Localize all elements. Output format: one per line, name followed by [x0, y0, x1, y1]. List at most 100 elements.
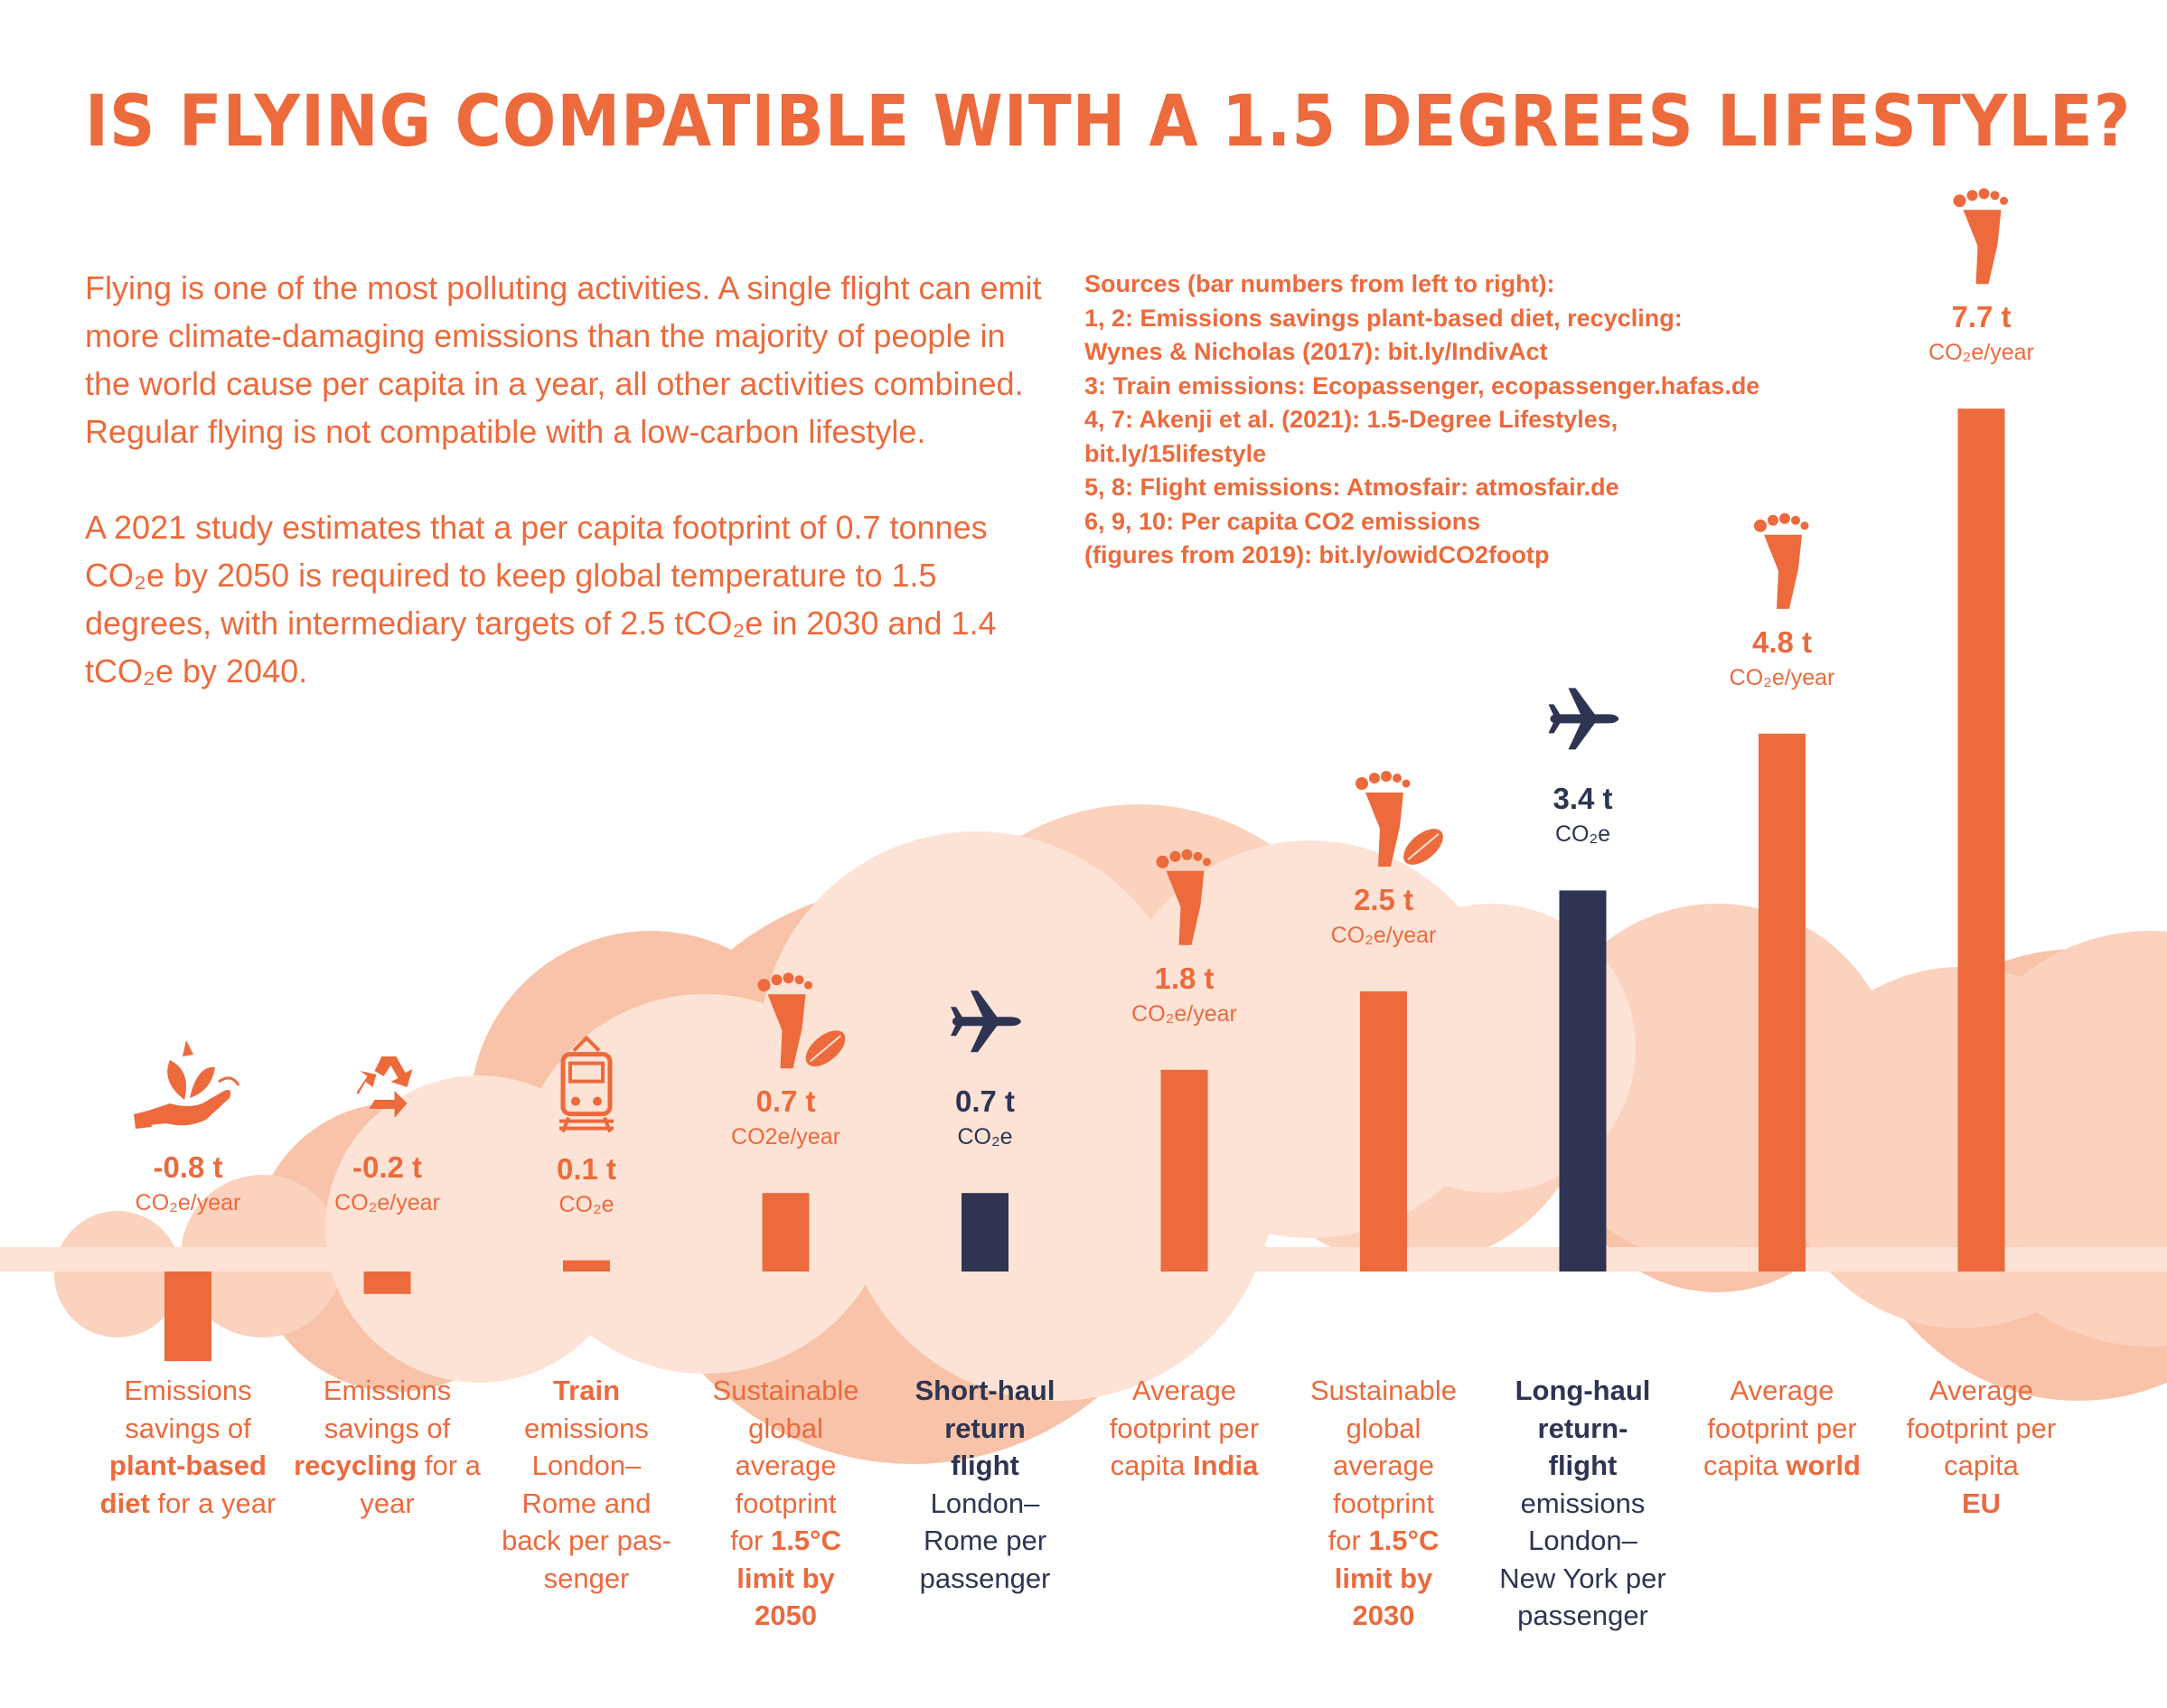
bar-9	[1759, 733, 1806, 1272]
category-label-segment: Emissions	[323, 1375, 452, 1406]
category-label-line: 2030	[1285, 1597, 1482, 1635]
bar-value-label: 3.4 t	[1553, 782, 1613, 816]
footprint-icon	[1754, 512, 1809, 609]
category-label-line: capita India	[1086, 1447, 1283, 1485]
intro-paragraph-1: Flying is one of the most polluting acti…	[85, 269, 1042, 450]
bar-value-label: 2.5 t	[1353, 883, 1414, 916]
category-label-segment: footprint per	[1707, 1412, 1857, 1444]
category-label: Long-haul return-flight emissions London– Ne…	[1485, 1372, 1682, 1635]
category-label-segment: Emissions	[124, 1375, 252, 1406]
category-label-line: Rome per	[886, 1522, 1084, 1560]
category-label-segment: footprint per	[1109, 1412, 1260, 1444]
category-label-segment: global	[1346, 1412, 1421, 1444]
bar-value-label: -0.8 t	[153, 1150, 223, 1184]
category-label-line: flight	[1485, 1447, 1682, 1485]
category-label: Average footprint per capita world	[1684, 1372, 1881, 1485]
category-label-segment: London–	[930, 1487, 1040, 1519]
category-label-line: footprint per	[1883, 1410, 2080, 1448]
bar-unit-label: CO₂e/year	[334, 1190, 440, 1215]
category-label-segment: return	[944, 1412, 1026, 1444]
category-label-segment: average	[735, 1450, 837, 1481]
category-label-line: return	[886, 1410, 1084, 1448]
category-label-line: Emissions	[89, 1372, 286, 1410]
bar-6	[1160, 1069, 1208, 1272]
bar-unit-label: CO₂e/year	[1928, 340, 2034, 366]
category-label-line: year	[289, 1485, 486, 1523]
category-label-segment: London–	[1528, 1525, 1637, 1556]
sources-line: 4, 7: Akenji et al. (2021): 1.5-Degree L…	[1084, 406, 1618, 433]
category-label-segment: savings of	[125, 1412, 251, 1444]
recycle-icon	[356, 1056, 413, 1118]
category-label-segment: Short-haul	[915, 1375, 1055, 1406]
category-label-segment: footprint per	[1906, 1412, 2057, 1444]
category-label: Average footprint per capita India	[1086, 1372, 1283, 1485]
category-label-segment: 2030	[1352, 1600, 1415, 1631]
category-label-segment: emissions	[1520, 1487, 1646, 1519]
bar-value-label: 4.8 t	[1751, 624, 1813, 659]
category-label-segment: 1.5°C	[1368, 1525, 1440, 1556]
category-label-segment: diet	[99, 1487, 150, 1519]
bar-unit-label: CO₂e	[957, 1124, 1013, 1150]
category-label-line: limit by	[1285, 1560, 1482, 1598]
category-label-segment: Sustainable	[1309, 1375, 1457, 1406]
sources-line: Sources (bar numbers from left to right)…	[1084, 270, 1555, 297]
category-label-line: global	[1285, 1410, 1482, 1448]
category-label-segment: passenger	[1517, 1600, 1648, 1631]
category-label-segment: footprint	[735, 1487, 837, 1519]
category-label-line: Train	[488, 1372, 685, 1410]
category-label-segment: for	[1327, 1525, 1369, 1556]
category-label-line: London–	[488, 1447, 685, 1485]
category-label-segment: return-	[1537, 1412, 1628, 1444]
category-label-segment: world	[1786, 1450, 1861, 1481]
intro-paragraph-2: A 2021 study estimates that a per capita…	[85, 509, 997, 690]
bar-value-label: 7.7 t	[1951, 300, 2012, 334]
category-label-segment: Average	[1132, 1375, 1236, 1406]
category-label-segment: emissions	[524, 1412, 649, 1444]
category-label-line: 2050	[688, 1597, 885, 1635]
footprint-leaf-icon	[757, 972, 846, 1069]
category-label-line: savings of	[289, 1410, 486, 1448]
category-label-segment: footprint	[1332, 1487, 1434, 1519]
footprint-leaf-icon	[1356, 771, 1443, 867]
category-label-line: Average	[1086, 1372, 1283, 1410]
sources-line: (figures from 2019): bit.ly/owidCO2footp	[1084, 541, 1550, 568]
category-label-line: footprint per	[1086, 1410, 1283, 1448]
category-label-line: London–	[886, 1485, 1084, 1523]
category-label-line: footprint	[688, 1485, 885, 1523]
category-label-segment: passenger	[919, 1562, 1051, 1594]
page-title: IS FLYING COMPATIBLE WITH A 1.5 DEGREES …	[85, 80, 2132, 163]
bars-group	[164, 408, 2005, 1362]
category-label-line: recycling for a	[289, 1447, 486, 1485]
category-label-line: limit by	[688, 1560, 885, 1598]
bar-7	[1360, 991, 1407, 1272]
category-label-segment: Train	[552, 1375, 621, 1406]
category-label-segment: year	[360, 1487, 415, 1519]
category-label-segment: flight	[951, 1450, 1019, 1481]
category-label-segment: Average	[1730, 1375, 1834, 1406]
category-label-line: London–	[1485, 1522, 1682, 1560]
sources-line: bit.ly/15lifestyle	[1084, 439, 1267, 467]
category-label-segment: capita	[1110, 1450, 1193, 1481]
category-label-segment: plant-based	[109, 1450, 267, 1481]
plant-hand-icon	[134, 1040, 240, 1129]
category-label-segment: Average	[1929, 1375, 2033, 1406]
category-label-line: savings of	[89, 1410, 286, 1448]
bar-value-label: 1.8 t	[1154, 961, 1215, 995]
category-label-line: capita	[1883, 1447, 2080, 1485]
category-label-segment: limit by	[1334, 1562, 1433, 1594]
sources-line: Wynes & Nicholas (2017): bit.ly/IndivAct	[1084, 338, 1548, 365]
category-label-segment: limit by	[736, 1562, 835, 1594]
category-label-line: passenger	[886, 1560, 1084, 1598]
bar-2	[363, 1272, 411, 1294]
category-label-line: EU	[1883, 1485, 2080, 1523]
train-icon	[559, 1035, 614, 1133]
bar-value-label: 0.7 t	[755, 1084, 816, 1119]
category-label-line: diet for a year	[89, 1485, 286, 1523]
category-label: Train emissions London– Rome and back per pa…	[488, 1372, 685, 1597]
category-label-line: emissions	[488, 1410, 685, 1448]
bar-unit-label: CO₂e/year	[135, 1190, 241, 1215]
category-label-segment: savings of	[324, 1412, 451, 1444]
category-label-line: Sustainable	[688, 1372, 885, 1410]
category-label: Emissions savings of recycling for a year	[289, 1372, 486, 1522]
category-label-line: return-	[1485, 1410, 1682, 1448]
